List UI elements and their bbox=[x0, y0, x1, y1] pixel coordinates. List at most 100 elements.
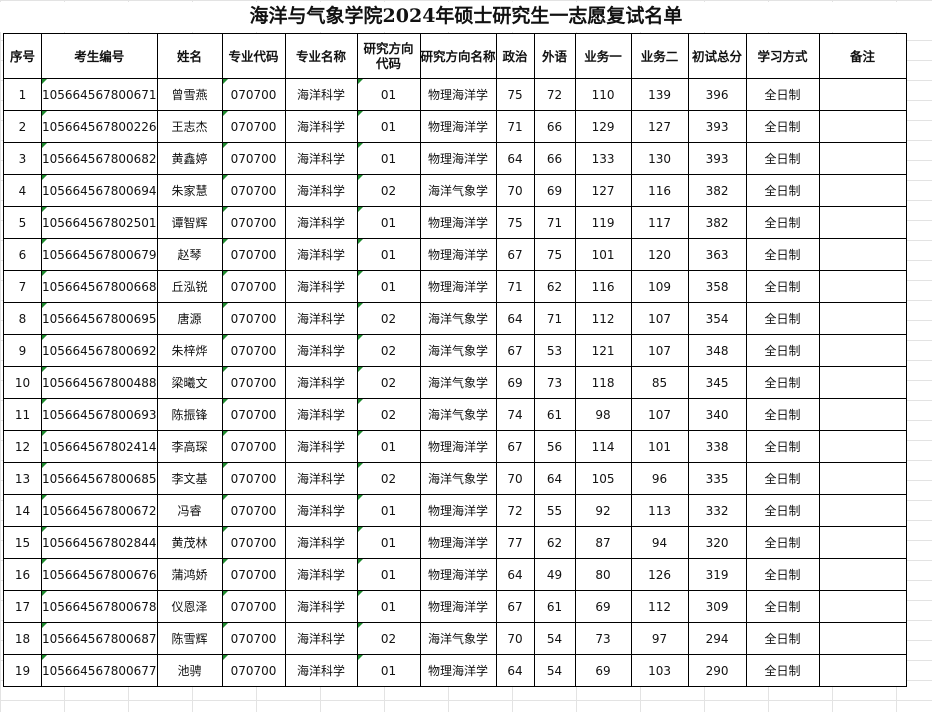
cell-study-mode[interactable]: 全日制 bbox=[745, 142, 820, 175]
cell-name[interactable]: 朱梓烨 bbox=[156, 334, 223, 367]
cell-major-code[interactable]: 070700 bbox=[221, 622, 286, 655]
cell-subject-2[interactable]: 116 bbox=[630, 174, 689, 207]
cell-name[interactable]: 陈振锋 bbox=[156, 398, 223, 431]
cell-direction-name[interactable]: 海洋气象学 bbox=[419, 174, 497, 207]
cell-total[interactable]: 319 bbox=[687, 558, 747, 591]
cell-exam-id[interactable]: 105664567800685 bbox=[41, 462, 158, 495]
cell-exam-id[interactable]: 105664567800687 bbox=[41, 622, 158, 655]
cell-seq[interactable]: 17 bbox=[3, 590, 42, 623]
cell-direction-code[interactable]: 01 bbox=[356, 142, 421, 175]
cell-direction-code[interactable]: 01 bbox=[356, 110, 421, 143]
cell-subject-1[interactable]: 133 bbox=[574, 142, 632, 175]
cell-major-code[interactable]: 070700 bbox=[221, 366, 286, 399]
cell-seq[interactable]: 5 bbox=[3, 206, 42, 239]
cell-total[interactable]: 358 bbox=[687, 270, 747, 303]
cell-major-code[interactable]: 070700 bbox=[221, 206, 286, 239]
cell-direction-code[interactable]: 01 bbox=[356, 238, 421, 271]
cell-name[interactable]: 李高琛 bbox=[156, 430, 223, 463]
cell-major-name[interactable]: 海洋科学 bbox=[284, 142, 358, 175]
cell-subject-1[interactable]: 98 bbox=[574, 398, 632, 431]
cell-subject-1[interactable]: 73 bbox=[574, 622, 632, 655]
cell-seq[interactable]: 19 bbox=[3, 654, 42, 687]
cell-subject-1[interactable]: 87 bbox=[574, 526, 632, 559]
cell-subject-1[interactable]: 121 bbox=[574, 334, 632, 367]
cell-subject-1[interactable]: 112 bbox=[574, 302, 632, 335]
cell-direction-code[interactable]: 02 bbox=[356, 302, 421, 335]
cell-seq[interactable]: 14 bbox=[3, 494, 42, 527]
cell-exam-id[interactable]: 105664567800676 bbox=[41, 558, 158, 591]
cell-exam-id[interactable]: 105664567800679 bbox=[41, 238, 158, 271]
column-header[interactable]: 业务一 bbox=[574, 33, 632, 79]
cell-language[interactable]: 54 bbox=[533, 654, 576, 687]
cell-seq[interactable]: 11 bbox=[3, 398, 42, 431]
column-header[interactable]: 研究方向名称 bbox=[419, 33, 497, 79]
cell-subject-1[interactable]: 92 bbox=[574, 494, 632, 527]
cell-seq[interactable]: 18 bbox=[3, 622, 42, 655]
column-header[interactable]: 外语 bbox=[533, 33, 576, 79]
cell-subject-2[interactable]: 85 bbox=[630, 366, 689, 399]
cell-study-mode[interactable]: 全日制 bbox=[745, 590, 820, 623]
cell-seq[interactable]: 4 bbox=[3, 174, 42, 207]
cell-major-name[interactable]: 海洋科学 bbox=[284, 206, 358, 239]
cell-major-code[interactable]: 070700 bbox=[221, 302, 286, 335]
cell-exam-id[interactable]: 105664567800692 bbox=[41, 334, 158, 367]
cell-politics[interactable]: 70 bbox=[495, 622, 535, 655]
cell-major-name[interactable]: 海洋科学 bbox=[284, 430, 358, 463]
cell-remarks[interactable] bbox=[818, 142, 907, 175]
cell-major-code[interactable]: 070700 bbox=[221, 462, 286, 495]
cell-direction-name[interactable]: 物理海洋学 bbox=[419, 430, 497, 463]
cell-remarks[interactable] bbox=[818, 654, 907, 687]
cell-subject-2[interactable]: 94 bbox=[630, 526, 689, 559]
cell-direction-name[interactable]: 物理海洋学 bbox=[419, 206, 497, 239]
cell-subject-2[interactable]: 126 bbox=[630, 558, 689, 591]
cell-language[interactable]: 61 bbox=[533, 590, 576, 623]
cell-exam-id[interactable]: 105664567800677 bbox=[41, 654, 158, 687]
cell-major-name[interactable]: 海洋科学 bbox=[284, 110, 358, 143]
cell-politics[interactable]: 67 bbox=[495, 430, 535, 463]
column-header[interactable]: 业务二 bbox=[630, 33, 689, 79]
cell-total[interactable]: 309 bbox=[687, 590, 747, 623]
cell-study-mode[interactable]: 全日制 bbox=[745, 398, 820, 431]
cell-major-name[interactable]: 海洋科学 bbox=[284, 590, 358, 623]
cell-name[interactable]: 黄茂林 bbox=[156, 526, 223, 559]
cell-seq[interactable]: 16 bbox=[3, 558, 42, 591]
cell-politics[interactable]: 64 bbox=[495, 558, 535, 591]
cell-subject-1[interactable]: 105 bbox=[574, 462, 632, 495]
cell-study-mode[interactable]: 全日制 bbox=[745, 462, 820, 495]
cell-name[interactable]: 冯睿 bbox=[156, 494, 223, 527]
cell-exam-id[interactable]: 105664567800488 bbox=[41, 366, 158, 399]
cell-subject-2[interactable]: 101 bbox=[630, 430, 689, 463]
cell-study-mode[interactable]: 全日制 bbox=[745, 366, 820, 399]
cell-direction-name[interactable]: 海洋气象学 bbox=[419, 398, 497, 431]
cell-direction-code[interactable]: 01 bbox=[356, 590, 421, 623]
cell-seq[interactable]: 7 bbox=[3, 270, 42, 303]
cell-subject-2[interactable]: 127 bbox=[630, 110, 689, 143]
cell-major-code[interactable]: 070700 bbox=[221, 270, 286, 303]
cell-remarks[interactable] bbox=[818, 302, 907, 335]
cell-politics[interactable]: 64 bbox=[495, 142, 535, 175]
cell-exam-id[interactable]: 105664567802414 bbox=[41, 430, 158, 463]
cell-language[interactable]: 55 bbox=[533, 494, 576, 527]
cell-direction-code[interactable]: 01 bbox=[356, 78, 421, 111]
cell-subject-2[interactable]: 107 bbox=[630, 334, 689, 367]
cell-subject-1[interactable]: 116 bbox=[574, 270, 632, 303]
cell-direction-name[interactable]: 物理海洋学 bbox=[419, 270, 497, 303]
cell-politics[interactable]: 64 bbox=[495, 302, 535, 335]
cell-politics[interactable]: 70 bbox=[495, 174, 535, 207]
cell-total[interactable]: 348 bbox=[687, 334, 747, 367]
cell-direction-code[interactable]: 01 bbox=[356, 654, 421, 687]
cell-remarks[interactable] bbox=[818, 526, 907, 559]
cell-remarks[interactable] bbox=[818, 270, 907, 303]
cell-seq[interactable]: 1 bbox=[3, 78, 42, 111]
cell-direction-code[interactable]: 01 bbox=[356, 206, 421, 239]
cell-politics[interactable]: 67 bbox=[495, 238, 535, 271]
cell-language[interactable]: 72 bbox=[533, 78, 576, 111]
cell-seq[interactable]: 8 bbox=[3, 302, 42, 335]
cell-exam-id[interactable]: 105664567800678 bbox=[41, 590, 158, 623]
cell-major-name[interactable]: 海洋科学 bbox=[284, 78, 358, 111]
column-header[interactable]: 考生编号 bbox=[41, 33, 158, 79]
cell-major-name[interactable]: 海洋科学 bbox=[284, 622, 358, 655]
cell-remarks[interactable] bbox=[818, 174, 907, 207]
cell-politics[interactable]: 70 bbox=[495, 462, 535, 495]
cell-direction-name[interactable]: 物理海洋学 bbox=[419, 142, 497, 175]
